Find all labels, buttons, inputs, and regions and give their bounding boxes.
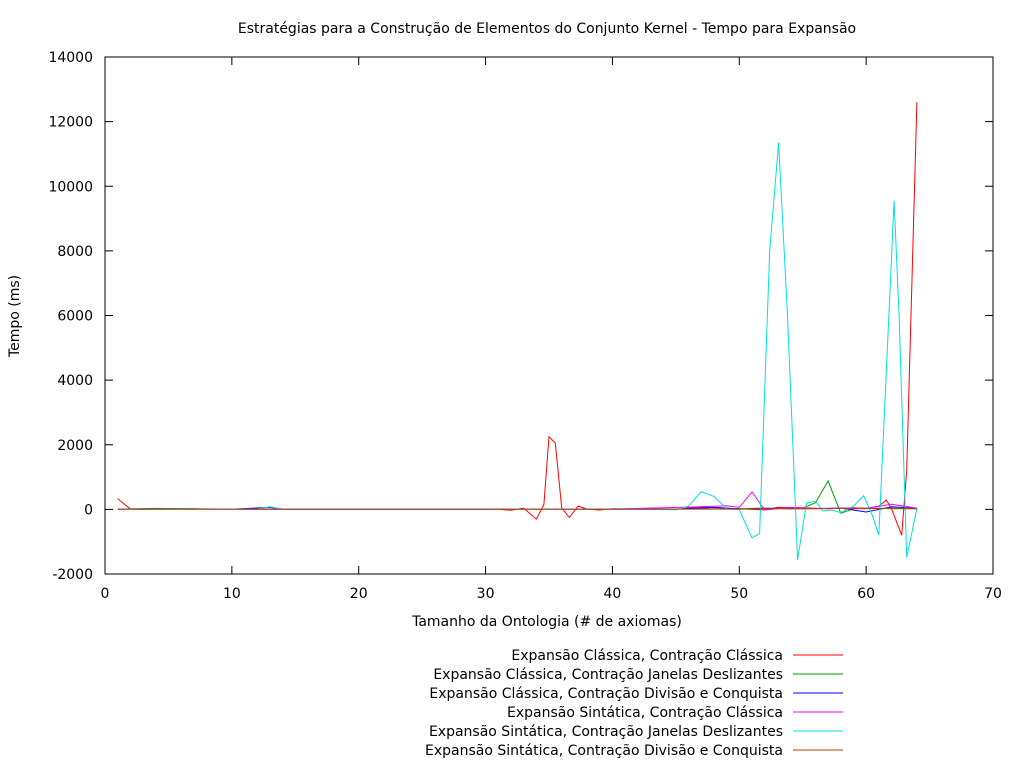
legend-label-4: Expansão Sintática, Contração Clássica [507, 705, 783, 721]
y-tick-label: 6000 [57, 309, 93, 325]
y-tick-label: 14000 [48, 50, 93, 66]
y-tick-label: 12000 [48, 115, 93, 131]
y-axis-label: Tempo (ms) [7, 275, 23, 358]
y-tick-label: 2000 [57, 438, 93, 454]
legend-label-2: Expansão Clássica, Contração Janelas Des… [433, 667, 783, 683]
x-axis: 0 10 20 30 40 50 60 70 [101, 57, 1002, 602]
series-lines [117, 102, 918, 560]
x-axis-label: Tamanho da Ontologia (# de axiomas) [411, 614, 682, 630]
series-line-1 [117, 102, 918, 536]
y-tick-label: 0 [84, 502, 93, 518]
x-tick-label: 10 [223, 586, 241, 602]
series-line-5 [117, 142, 918, 560]
y-tick-label: 8000 [57, 244, 93, 260]
y-tick-label: 4000 [57, 373, 93, 389]
chart-title: Estratégias para a Construção de Element… [238, 21, 856, 37]
x-tick-label: 40 [604, 586, 622, 602]
legend-label-1: Expansão Clássica, Contração Clássica [511, 648, 783, 664]
legend-label-6: Expansão Sintática, Contração Divisão e … [425, 743, 783, 759]
plot-area-border [104, 56, 994, 575]
legend-label-3: Expansão Clássica, Contração Divisão e C… [429, 686, 783, 702]
legend: Expansão Clássica, Contração Clássica Exp… [425, 648, 843, 759]
y-tick-label: -2000 [52, 567, 93, 583]
x-tick-label: 50 [730, 586, 748, 602]
series-line-4 [117, 491, 917, 511]
legend-label-5: Expansão Sintática, Contração Janelas De… [429, 724, 783, 740]
x-tick-label: 0 [101, 586, 110, 602]
x-tick-label: 70 [984, 586, 1002, 602]
x-tick-label: 60 [857, 586, 875, 602]
series-line-6 [117, 507, 917, 510]
x-tick-label: 20 [350, 586, 368, 602]
y-tick-label: 10000 [48, 179, 93, 195]
x-tick-label: 30 [477, 586, 495, 602]
y-axis: -2000 0 2000 4000 6000 8000 10000 12000 14000 [48, 50, 993, 583]
